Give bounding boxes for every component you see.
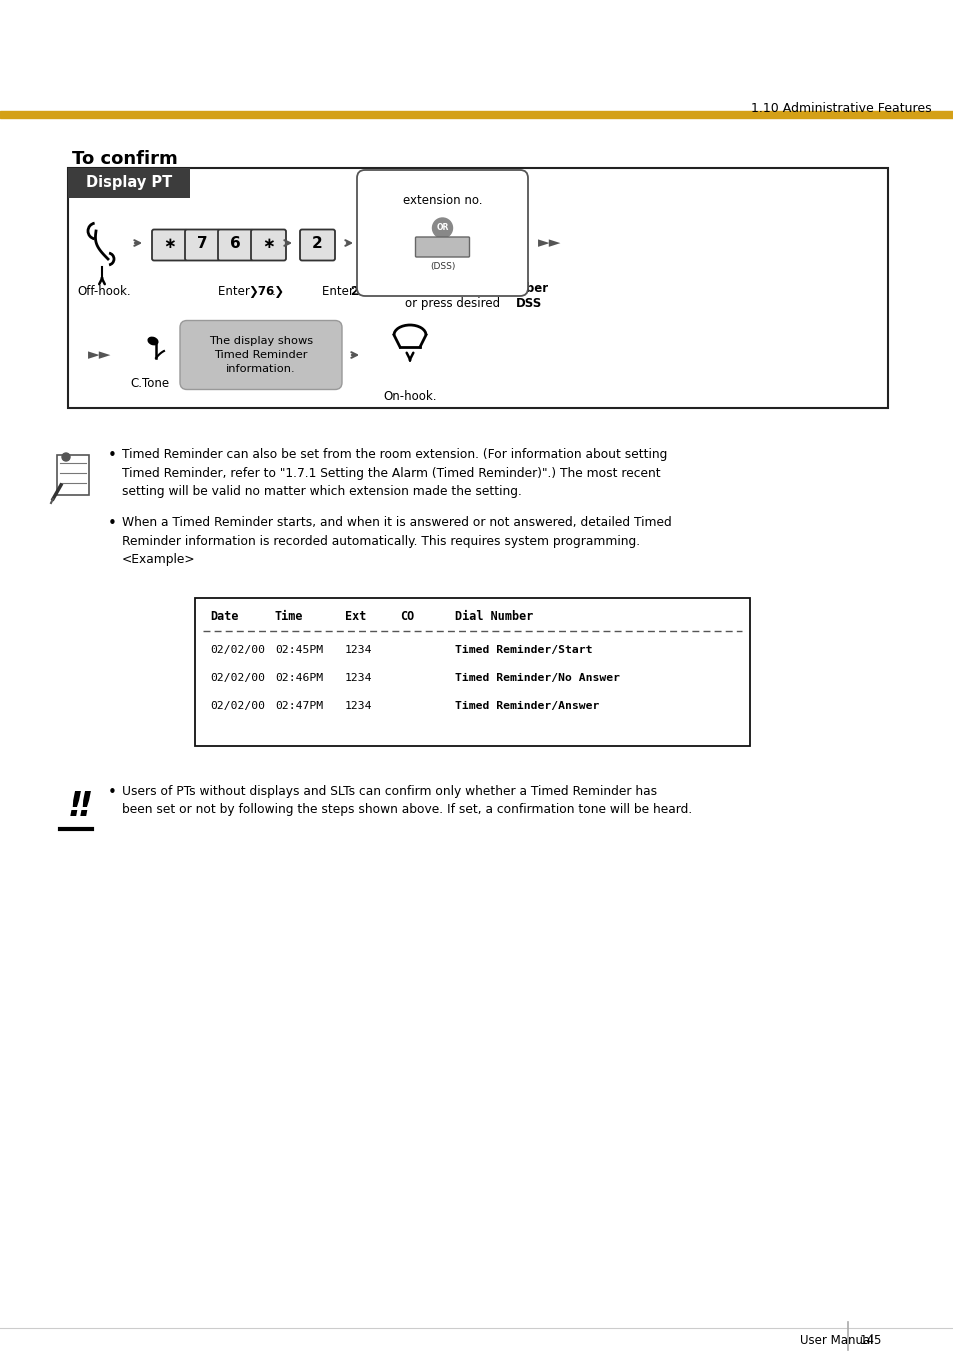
FancyBboxPatch shape xyxy=(218,230,253,261)
Text: or press desired: or press desired xyxy=(405,297,503,309)
Text: Dial: Dial xyxy=(405,282,432,295)
Text: 02:47PM: 02:47PM xyxy=(274,701,323,711)
Text: extension no.: extension no. xyxy=(402,193,482,207)
Text: !: ! xyxy=(77,790,92,823)
Text: .: . xyxy=(272,285,275,299)
Text: Users of PTs without displays and SLTs can confirm only whether a Timed Reminder: Users of PTs without displays and SLTs c… xyxy=(122,785,692,816)
Text: C.Tone: C.Tone xyxy=(131,377,170,390)
Text: •: • xyxy=(108,785,117,800)
Text: To confirm: To confirm xyxy=(71,150,177,168)
Text: ❯76❯: ❯76❯ xyxy=(248,285,284,299)
FancyBboxPatch shape xyxy=(180,320,341,389)
Bar xyxy=(194,598,749,746)
Text: Date: Date xyxy=(210,609,238,623)
FancyBboxPatch shape xyxy=(251,230,286,261)
Bar xyxy=(0,111,953,118)
Text: 6: 6 xyxy=(230,236,240,251)
Text: Enter: Enter xyxy=(218,285,253,299)
Text: When a Timed Reminder starts, and when it is answered or not answered, detailed : When a Timed Reminder starts, and when i… xyxy=(122,516,671,566)
Text: Enter: Enter xyxy=(322,285,357,299)
Bar xyxy=(68,168,190,199)
Text: The display shows
Timed Reminder
information.: The display shows Timed Reminder informa… xyxy=(209,336,313,374)
Ellipse shape xyxy=(148,338,157,345)
Text: Display PT: Display PT xyxy=(86,176,172,190)
Text: 02:46PM: 02:46PM xyxy=(274,673,323,684)
Text: Ext: Ext xyxy=(345,609,366,623)
Text: 1234: 1234 xyxy=(345,701,372,711)
Bar xyxy=(68,168,887,408)
Text: 2: 2 xyxy=(312,236,322,251)
Text: 02/02/00: 02/02/00 xyxy=(210,673,265,684)
Text: .: . xyxy=(536,297,539,309)
Text: Timed Reminder/Answer: Timed Reminder/Answer xyxy=(455,701,598,711)
FancyBboxPatch shape xyxy=(185,230,220,261)
FancyBboxPatch shape xyxy=(152,230,187,261)
Text: 145: 145 xyxy=(859,1333,882,1347)
Text: OR: OR xyxy=(436,223,448,232)
Text: ∗: ∗ xyxy=(163,236,175,251)
Text: 1234: 1234 xyxy=(345,673,372,684)
FancyBboxPatch shape xyxy=(416,236,469,257)
Text: •: • xyxy=(108,516,117,531)
FancyBboxPatch shape xyxy=(356,170,527,296)
Text: ►►: ►► xyxy=(537,235,561,250)
Text: Off-hook.: Off-hook. xyxy=(77,285,131,299)
Text: •: • xyxy=(108,449,117,463)
FancyBboxPatch shape xyxy=(299,230,335,261)
Text: (DSS): (DSS) xyxy=(430,262,455,270)
Circle shape xyxy=(62,453,70,461)
Text: User Manual: User Manual xyxy=(800,1333,873,1347)
Text: 02/02/00: 02/02/00 xyxy=(210,644,265,655)
Text: Timed Reminder/No Answer: Timed Reminder/No Answer xyxy=(455,673,619,684)
Text: Time: Time xyxy=(274,609,303,623)
Text: DSS: DSS xyxy=(516,297,541,309)
Text: 2: 2 xyxy=(350,285,357,299)
Text: 1.10 Administrative Features: 1.10 Administrative Features xyxy=(751,101,931,115)
Circle shape xyxy=(432,218,452,238)
Text: Timed Reminder can also be set from the room extension. (For information about s: Timed Reminder can also be set from the … xyxy=(122,449,667,499)
Text: .: . xyxy=(356,285,360,299)
Text: Dial Number: Dial Number xyxy=(455,609,533,623)
Text: extension number: extension number xyxy=(428,282,548,295)
Text: ∗: ∗ xyxy=(262,236,274,251)
Text: 1234: 1234 xyxy=(345,644,372,655)
Text: 7: 7 xyxy=(197,236,208,251)
Text: 02:45PM: 02:45PM xyxy=(274,644,323,655)
Text: CO: CO xyxy=(399,609,414,623)
FancyBboxPatch shape xyxy=(57,455,89,494)
Text: !: ! xyxy=(68,790,83,823)
Text: ►►: ►► xyxy=(89,347,112,362)
Text: On-hook.: On-hook. xyxy=(383,390,436,403)
Text: 02/02/00: 02/02/00 xyxy=(210,701,265,711)
Text: Timed Reminder/Start: Timed Reminder/Start xyxy=(455,644,592,655)
